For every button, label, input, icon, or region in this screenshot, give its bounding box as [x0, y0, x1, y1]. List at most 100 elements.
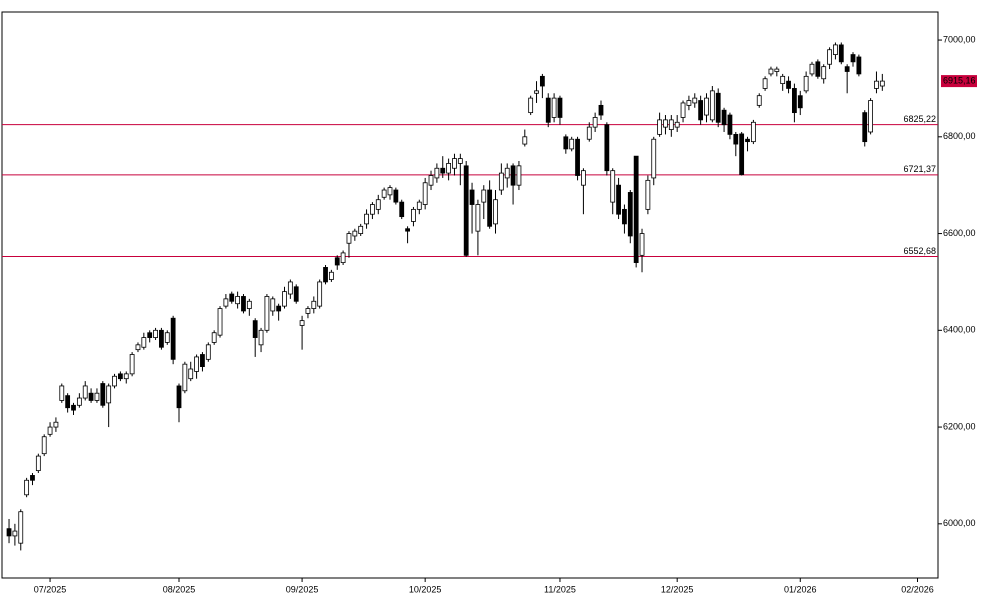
level-label: 6825,22: [903, 114, 936, 124]
candle-body: [370, 204, 375, 215]
candle-body: [698, 100, 704, 121]
y-tick-label: 6400,00: [943, 325, 976, 335]
candle-body: [176, 385, 182, 409]
candle-body: [328, 271, 334, 280]
candle-body: [293, 286, 299, 302]
candle-body: [528, 97, 534, 114]
candle-body: [258, 329, 264, 346]
candle-body: [487, 189, 493, 227]
candle-body: [334, 257, 340, 266]
candle-body: [481, 189, 487, 203]
y-tick-label: 6800,00: [943, 131, 976, 141]
candle-body: [633, 155, 639, 263]
candle-body: [504, 167, 510, 179]
candle-body: [581, 170, 586, 186]
level-label: 6721,37: [903, 164, 936, 174]
candle-body: [53, 421, 59, 428]
candle-body: [35, 455, 41, 472]
candle-body: [276, 305, 282, 312]
candle-body: [12, 530, 18, 537]
candle-body: [117, 373, 123, 380]
last-price-label: 6915,16: [943, 75, 976, 85]
candle-body: [498, 172, 504, 191]
x-tick-label: 12/2025: [661, 584, 694, 594]
candle-body: [252, 320, 258, 338]
candle-body: [94, 392, 100, 401]
candle-body: [610, 170, 616, 203]
candle-body: [159, 329, 164, 348]
candle-body: [651, 138, 657, 179]
candle-body: [844, 66, 850, 72]
candle-body: [575, 138, 580, 176]
candle-body: [586, 126, 592, 140]
candle-body: [739, 133, 745, 175]
candle-body: [727, 114, 733, 135]
candle-body: [850, 54, 856, 63]
candle-body: [762, 78, 768, 89]
candle-body: [446, 163, 452, 174]
candle-body: [563, 136, 569, 150]
candle-body: [30, 475, 35, 481]
candle-body: [838, 44, 844, 63]
candle-body: [463, 165, 469, 256]
candle-body: [833, 44, 838, 55]
candle-body: [592, 117, 598, 128]
candle-body: [493, 199, 498, 225]
candle-body: [71, 404, 76, 411]
candle-body: [41, 436, 47, 455]
candle-body: [76, 397, 82, 406]
candle-body: [704, 97, 709, 116]
candle-body: [569, 138, 575, 150]
x-tick-label: 02/2026: [901, 584, 934, 594]
candle-body: [663, 119, 668, 128]
plot-area: [1, 11, 939, 579]
candle-body: [188, 368, 194, 380]
candle-body: [440, 167, 446, 174]
candle-body: [598, 104, 604, 116]
candle-body: [680, 102, 686, 118]
y-tick-label: 6600,00: [943, 228, 976, 238]
candle-body: [475, 204, 481, 232]
candle-body: [545, 97, 551, 123]
candle-body: [786, 80, 791, 89]
candle-body: [346, 233, 352, 244]
candle-body: [393, 189, 399, 203]
x-tick-label: 01/2026: [784, 584, 817, 594]
candle-body: [211, 332, 217, 343]
candle-body: [282, 291, 287, 307]
candle-body: [387, 187, 393, 196]
candle-body: [411, 208, 416, 222]
candle-body: [235, 296, 241, 305]
candle-body: [135, 344, 141, 351]
x-tick-label: 08/2025: [163, 584, 196, 594]
candle-body: [668, 119, 674, 130]
candle-body: [340, 252, 346, 263]
candle-body: [18, 511, 24, 544]
candle-body: [534, 90, 539, 94]
candle-body: [112, 375, 117, 387]
candle-body: [750, 121, 756, 143]
x-tick-label: 07/2025: [34, 584, 67, 594]
candle-body: [557, 97, 563, 118]
candle-body: [381, 189, 387, 198]
x-tick-label: 09/2025: [286, 584, 319, 594]
candle-body: [434, 167, 440, 179]
candle-body: [205, 344, 211, 360]
candle-body: [551, 97, 557, 118]
candle-body: [692, 97, 698, 104]
candle-body: [6, 528, 12, 537]
candle-body: [100, 383, 106, 406]
candle-body: [270, 298, 276, 312]
candle-body: [147, 332, 153, 338]
candle-body: [780, 75, 786, 84]
candle-body: [452, 158, 457, 169]
y-tick-label: 7000,00: [943, 34, 976, 44]
y-tick-label: 6200,00: [943, 421, 976, 431]
candle-body: [879, 80, 885, 87]
candle-body: [405, 228, 410, 232]
candle-body: [797, 95, 803, 109]
candle-body: [756, 95, 762, 106]
candle-body: [539, 75, 545, 87]
candle-body: [768, 68, 774, 75]
candle-body: [457, 158, 463, 164]
